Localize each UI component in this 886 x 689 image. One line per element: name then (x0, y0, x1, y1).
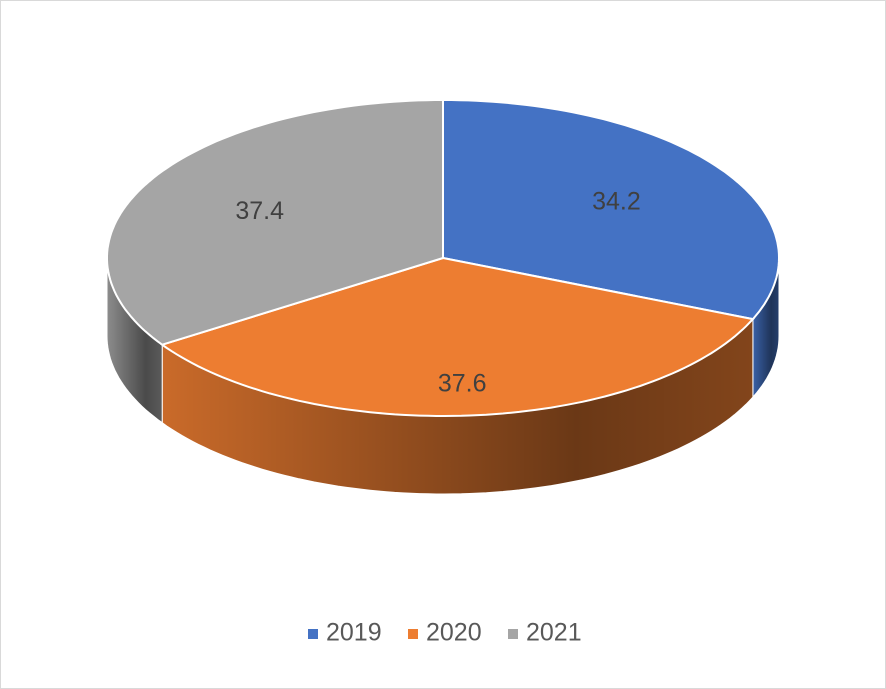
data-label: 34.2 (592, 188, 641, 216)
legend-label: 2019 (326, 619, 382, 647)
legend-swatch (308, 629, 318, 639)
legend-swatch (508, 629, 518, 639)
legend-label: 2020 (426, 619, 482, 647)
legend-swatch (408, 629, 418, 639)
legend-label: 2021 (526, 619, 582, 647)
slice (159, 256, 755, 417)
data-label: 37.6 (438, 370, 487, 398)
slice (106, 99, 444, 346)
data-label: 37.4 (235, 197, 284, 225)
slice (442, 99, 781, 321)
